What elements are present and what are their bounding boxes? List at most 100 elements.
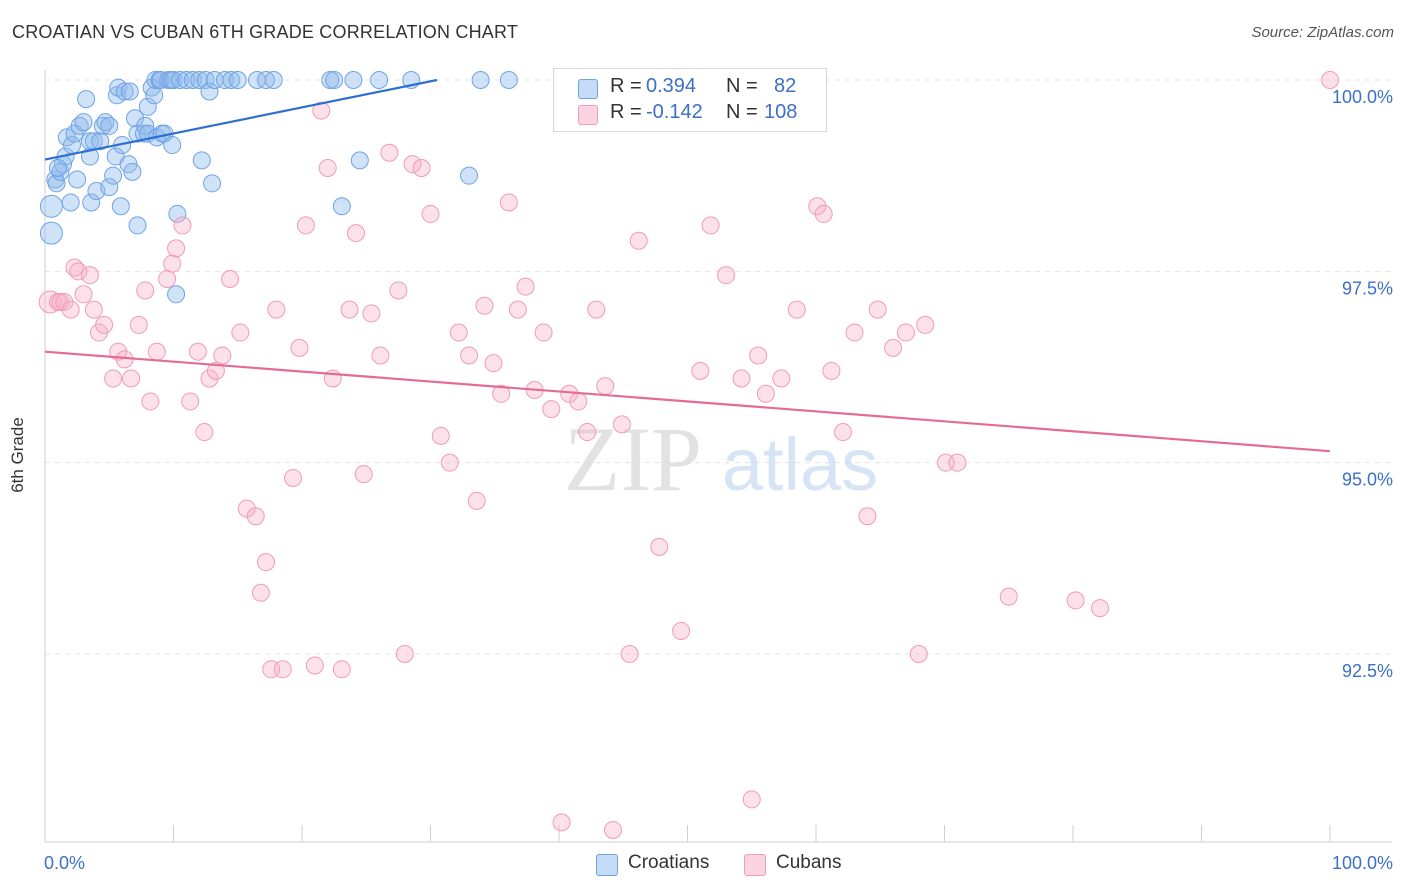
r-value: 0.394	[646, 75, 697, 97]
croatians-point	[350, 151, 369, 170]
cubans-point	[55, 292, 74, 311]
n-value: 108	[764, 101, 798, 123]
croatians-point	[115, 82, 134, 101]
cubans-point	[95, 315, 114, 334]
y-axis-title: 6th Grade	[8, 417, 27, 493]
watermark-atlas: atlas	[722, 423, 878, 506]
cubans-point	[467, 491, 486, 510]
y-tick-label: 97.5%	[1342, 278, 1393, 298]
cubans-point	[340, 300, 359, 319]
croatians-legend-label: Croatians	[628, 852, 710, 873]
cubans-point	[188, 342, 207, 361]
cubans-point	[318, 159, 337, 178]
cubans-point	[51, 292, 70, 311]
cubans-point	[80, 266, 99, 285]
cubans-point	[200, 369, 219, 388]
cubans-point	[833, 423, 852, 442]
croatians-point	[168, 204, 187, 223]
cubans-point	[858, 507, 877, 526]
cubans-point	[267, 300, 286, 319]
cubans-point	[475, 296, 494, 315]
cubans-point	[69, 262, 88, 281]
cubans-point	[808, 197, 827, 216]
cubans-point	[167, 239, 186, 258]
cubans-point	[1321, 71, 1339, 89]
r-label: R =	[610, 101, 642, 123]
croatians-point	[370, 71, 389, 89]
data-points	[38, 71, 1339, 840]
cubans-point	[449, 323, 468, 342]
cubans-point	[672, 622, 691, 641]
legend-row-croatians: R = 0.394 N = 82	[554, 75, 826, 103]
cubans-point	[251, 583, 270, 602]
trend-lines	[44, 78, 1331, 453]
cubans-point	[578, 423, 597, 442]
croatians-point	[48, 159, 67, 178]
cubans-point	[749, 346, 768, 365]
cubans-point	[163, 254, 182, 273]
croatians-point	[203, 174, 222, 193]
cubans-point	[213, 346, 232, 365]
cubans-point	[440, 453, 459, 472]
y-tick-label: 100.0%	[1332, 87, 1393, 107]
cubans-point	[552, 813, 571, 832]
cubans-point	[460, 346, 479, 365]
croatians-point	[192, 151, 211, 170]
cubans-point	[484, 354, 503, 373]
croatians-point	[257, 71, 276, 89]
croatians-point	[200, 82, 219, 101]
croatians-point	[321, 71, 340, 89]
croatians-point	[145, 86, 164, 105]
n-label: N =	[726, 101, 758, 123]
cubans-point	[389, 281, 408, 300]
croatians-point	[499, 71, 518, 89]
cubans-point	[1066, 591, 1085, 610]
axes	[44, 70, 1392, 843]
r-value: -0.142	[646, 101, 703, 123]
croatians-point	[344, 71, 363, 89]
cubans-swatch	[578, 105, 598, 125]
croatians-point	[228, 71, 247, 89]
cubans-point	[141, 392, 160, 411]
x-tick-label-max: 100.0%	[1332, 853, 1393, 873]
cubans-point	[221, 269, 240, 288]
croatians-trend-line	[44, 78, 438, 161]
cubans-point	[181, 392, 200, 411]
cubans-legend-swatch	[744, 854, 766, 876]
cubans-point	[84, 300, 103, 319]
croatians-legend-swatch	[596, 854, 618, 876]
croatians-point	[125, 109, 144, 128]
cubans-point	[787, 300, 806, 319]
chart-source: Source: ZipAtlas.com	[1251, 24, 1394, 41]
cubans-point	[868, 300, 887, 319]
cubans-point	[38, 290, 62, 314]
cubans-point	[421, 204, 440, 223]
cubans-point	[332, 660, 351, 679]
croatians-point	[177, 71, 196, 89]
cubans-point	[305, 656, 324, 675]
cubans-point	[147, 342, 166, 361]
croatians-swatch	[578, 79, 598, 99]
croatians-point	[163, 136, 182, 155]
cubans-point	[569, 392, 588, 411]
watermark: ZIP atlas	[564, 408, 878, 510]
croatians-point	[61, 193, 80, 212]
cubans-point	[814, 204, 833, 223]
cubans-point	[362, 304, 381, 323]
cubans-trend-line	[44, 350, 1331, 453]
croatians-point	[111, 197, 130, 216]
croatians-point	[138, 97, 157, 116]
r-label: R =	[610, 75, 642, 97]
cubans-point	[701, 216, 720, 235]
n-value: 82	[774, 75, 797, 97]
cubans-point	[231, 323, 250, 342]
croatians-point	[460, 166, 479, 185]
cubans-point	[916, 315, 935, 334]
cubans-point	[603, 821, 622, 840]
cubans-point	[290, 338, 309, 357]
cubans-point	[431, 426, 450, 445]
cubans-point	[195, 423, 214, 442]
croatians-point	[264, 71, 283, 89]
cubans-point	[104, 369, 123, 388]
